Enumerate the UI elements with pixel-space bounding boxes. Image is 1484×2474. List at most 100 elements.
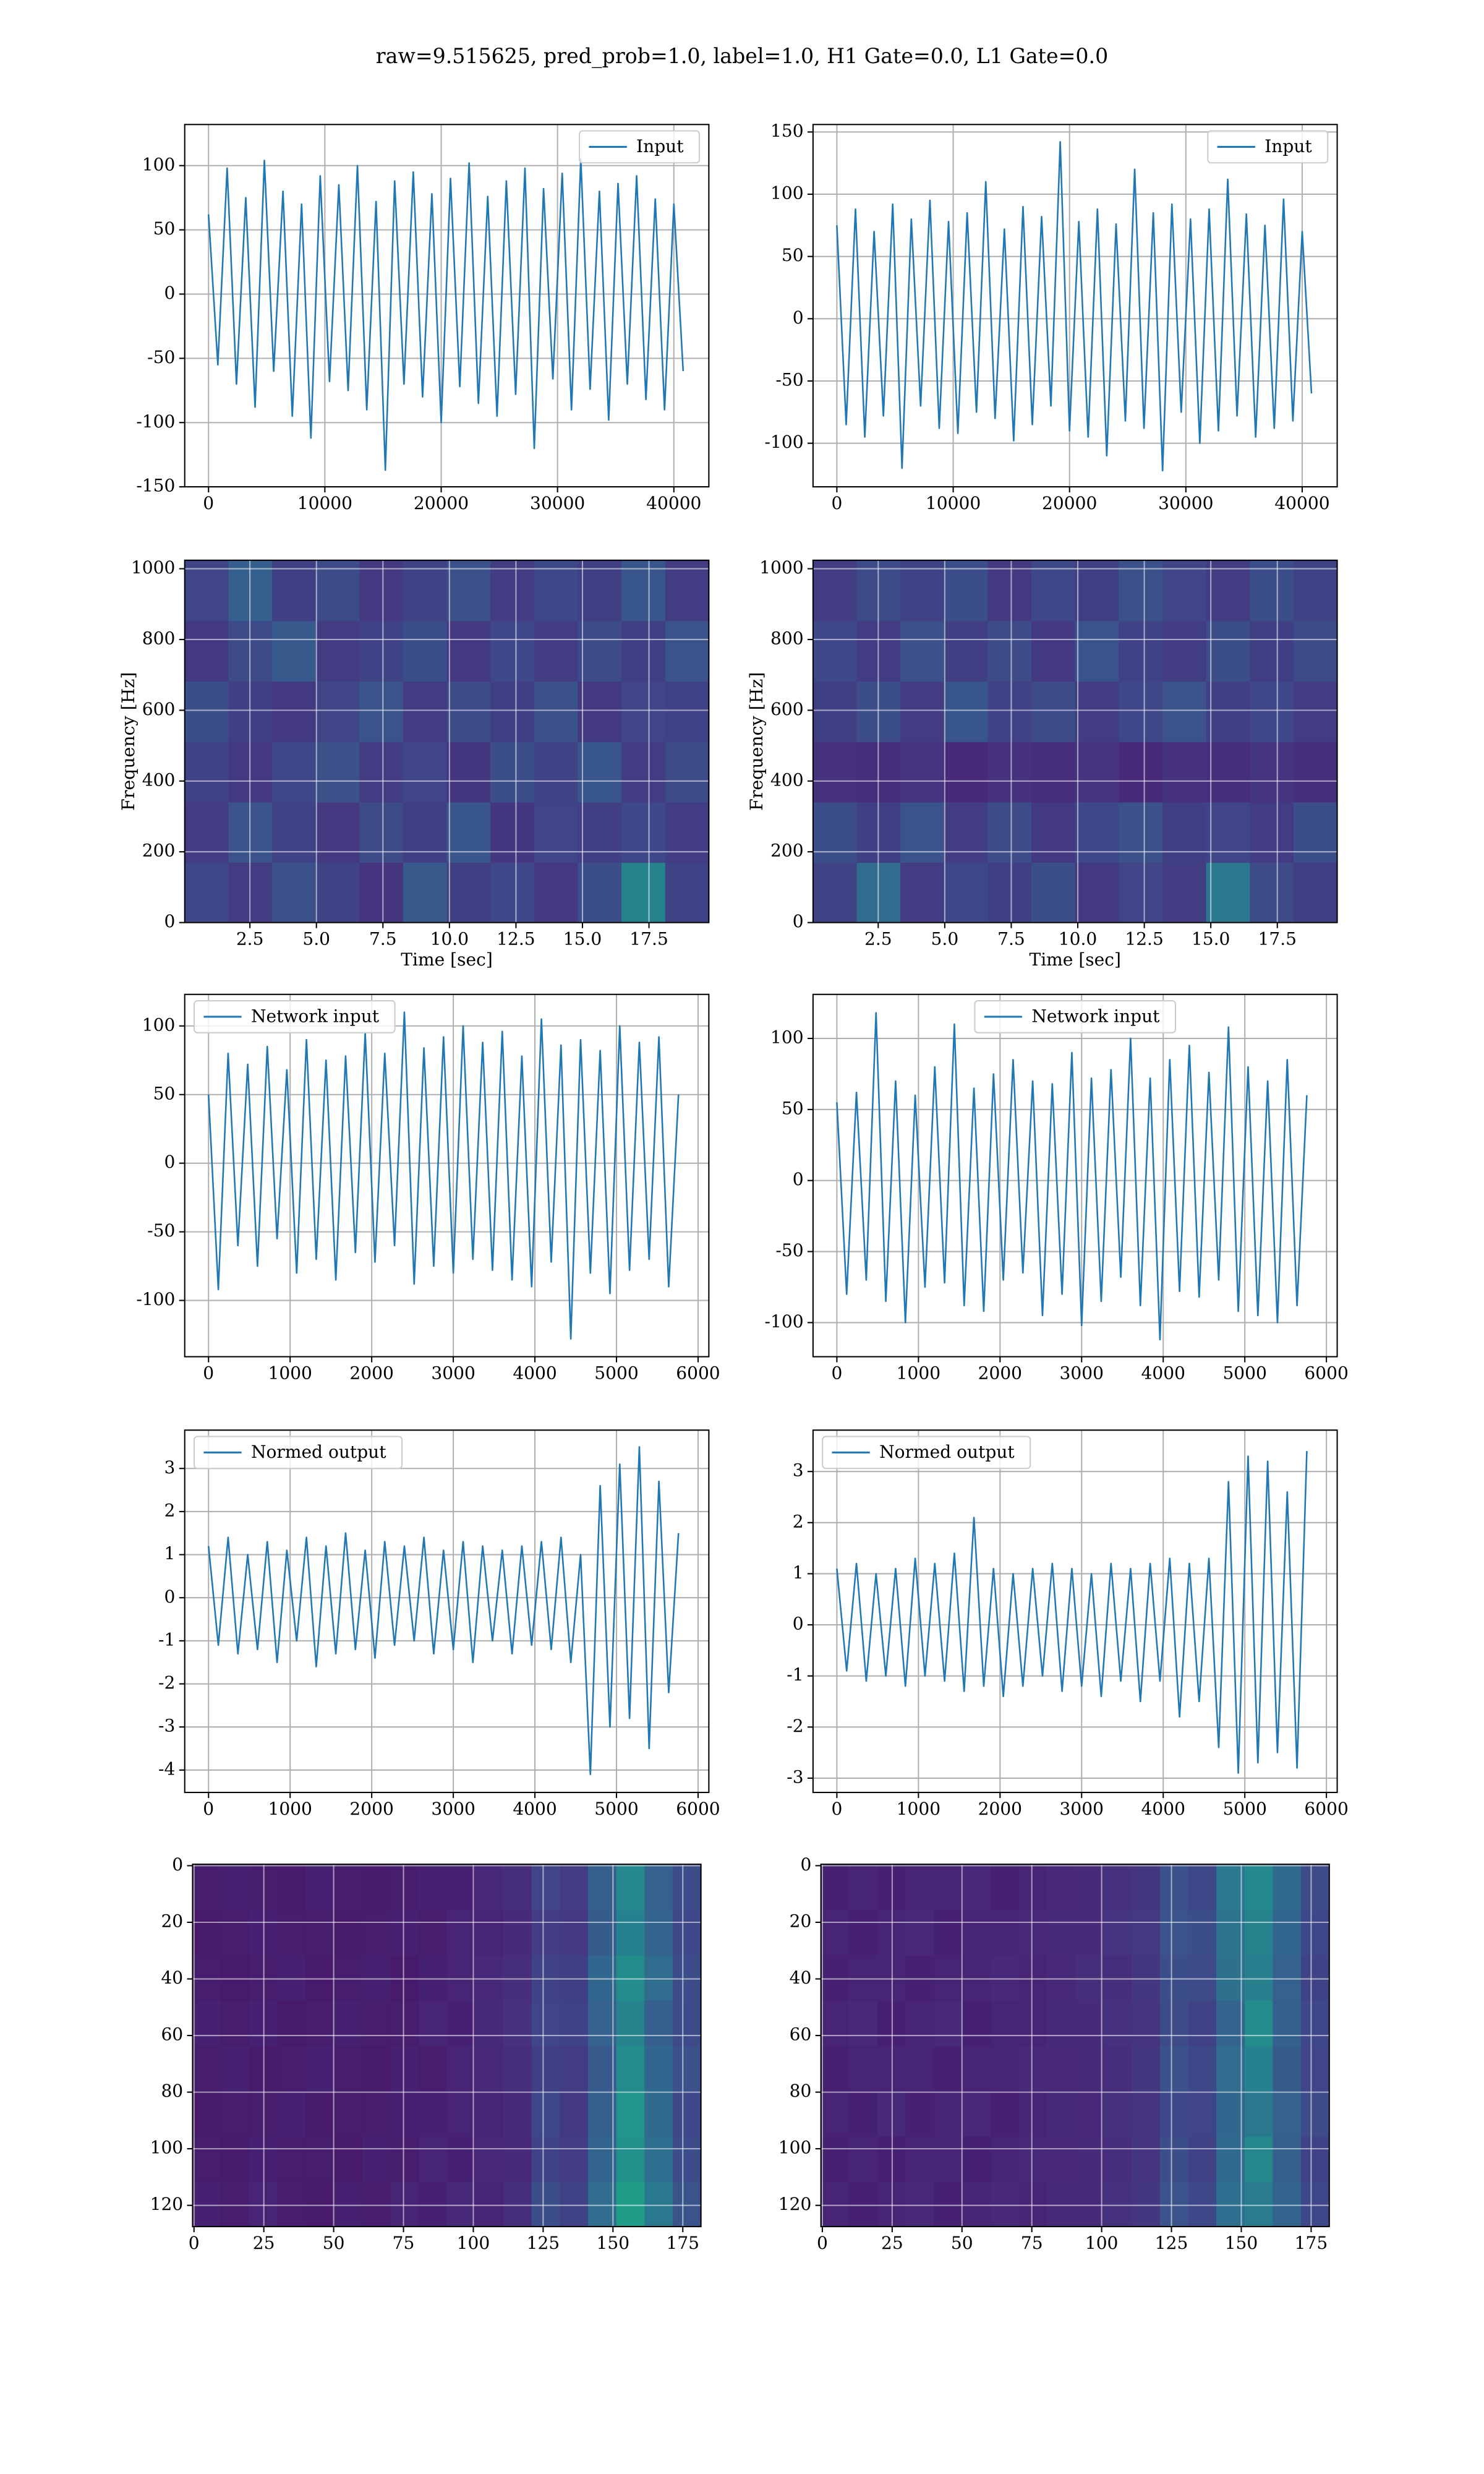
x-tick-label: 5.0 bbox=[302, 928, 330, 949]
subplot: 2.5 5.0 7.5 10.0 12.5 15.0 17.5 0 200 400 600 800 10… bbox=[118, 557, 710, 970]
heatmap-cell bbox=[1244, 1909, 1274, 1956]
heatmap-cell bbox=[616, 1864, 646, 1911]
heatmap-cell bbox=[1159, 1864, 1189, 1911]
subplot: 0 1000 2000 3000 4000 5000 6000 -4 -3 -2 -1 0 1 2 3 Nor… bbox=[158, 1429, 720, 1819]
heatmap-cell bbox=[1018, 1909, 1048, 1956]
heatmap-cell bbox=[1301, 2136, 1329, 2182]
x-tick-label: 17.5 bbox=[1258, 928, 1297, 949]
series-line bbox=[836, 1012, 1308, 1341]
heatmap-cell bbox=[1103, 2000, 1133, 2047]
legend-label: Network input bbox=[1031, 1006, 1160, 1027]
heatmap-cell bbox=[305, 2181, 335, 2227]
y-tick-label: 100 bbox=[142, 154, 176, 174]
x-tick-label: 0 bbox=[831, 1799, 842, 1819]
axes-frame bbox=[192, 1864, 702, 2228]
heatmap-cell bbox=[644, 1909, 673, 1956]
heatmap-cell bbox=[905, 2045, 935, 2092]
heatmap-cell bbox=[1119, 741, 1164, 803]
heatmap-cell bbox=[1031, 681, 1076, 742]
x-tick-label: 50 bbox=[323, 2233, 345, 2253]
heatmap-cell bbox=[1075, 2091, 1104, 2137]
heatmap-cell bbox=[277, 2136, 307, 2182]
heatmap-cell bbox=[578, 681, 623, 742]
heatmap-cell bbox=[333, 1909, 363, 1956]
y-tick-label: 1 bbox=[793, 1562, 804, 1583]
heatmap-cell bbox=[403, 560, 448, 622]
heatmap-cell bbox=[905, 2000, 935, 2047]
heatmap-cell bbox=[1159, 2000, 1189, 2047]
legend-label: Normed output bbox=[879, 1442, 1015, 1462]
heatmap-cell bbox=[1206, 560, 1251, 622]
x-tick-label: 17.5 bbox=[629, 928, 668, 949]
heatmap-cell bbox=[403, 862, 448, 923]
heatmap-cell bbox=[856, 620, 902, 682]
x-tick-label: 25 bbox=[881, 2233, 903, 2253]
heatmap-cell bbox=[1273, 2000, 1302, 2047]
heatmap-cell bbox=[821, 2136, 850, 2182]
heatmap-cell bbox=[578, 862, 623, 923]
heatmap-cell bbox=[277, 2181, 307, 2227]
heatmap-cell bbox=[305, 2000, 335, 2047]
heatmap-cell bbox=[490, 862, 535, 923]
heatmap-cell bbox=[1293, 741, 1337, 803]
x-tick-label: 3000 bbox=[1060, 1799, 1104, 1819]
x-tick-label: 4000 bbox=[513, 1799, 556, 1819]
heatmap-cell bbox=[587, 1864, 617, 1911]
y-tick-label: 50 bbox=[153, 218, 176, 239]
y-tick-label: 800 bbox=[770, 628, 804, 648]
heatmap-cell bbox=[1075, 560, 1120, 622]
heatmap-cell bbox=[531, 1954, 561, 2001]
x-tick-label: 40000 bbox=[646, 493, 701, 513]
heatmap-cell bbox=[587, 2091, 617, 2137]
y-tick-label: -2 bbox=[158, 1672, 175, 1693]
y-tick-label: -100 bbox=[136, 1289, 175, 1309]
heatmap-cell bbox=[403, 681, 448, 742]
x-tick-label: 20000 bbox=[414, 493, 469, 513]
heatmap-cell bbox=[560, 2136, 589, 2182]
x-tick-label: 6000 bbox=[676, 1799, 720, 1819]
heatmap-cell bbox=[1018, 1954, 1048, 2001]
heatmap-cell bbox=[1119, 620, 1164, 682]
y-tick-label: 400 bbox=[770, 769, 804, 790]
subplot: 0 25 50 75 100 125 150 175 0 20 40 60 80 100 120 bbox=[150, 1854, 702, 2253]
heatmap-cell bbox=[305, 2091, 335, 2137]
heatmap-cell bbox=[1031, 741, 1076, 803]
heatmap-cell bbox=[990, 2045, 1020, 2092]
heatmap-cell bbox=[272, 681, 317, 742]
heatmap-cell bbox=[856, 862, 902, 923]
heatmap-cell bbox=[905, 2181, 935, 2227]
heatmap-cell bbox=[1273, 2181, 1302, 2227]
heatmap-cell bbox=[531, 2045, 561, 2092]
heatmap-cell bbox=[616, 2181, 646, 2227]
heatmap-cell bbox=[1273, 1864, 1302, 1911]
x-tick-label: 0 bbox=[203, 1799, 214, 1819]
heatmap-cell bbox=[821, 1909, 850, 1956]
heatmap-cell bbox=[534, 620, 579, 682]
y-tick-label: 120 bbox=[150, 2194, 184, 2214]
plot-area bbox=[812, 994, 1337, 1357]
x-tick-label: 30000 bbox=[1158, 493, 1213, 513]
y-tick-label: -50 bbox=[775, 1240, 803, 1261]
axes-frame bbox=[812, 1429, 1338, 1794]
heatmap-cell bbox=[987, 620, 1033, 682]
heatmap-cell bbox=[503, 2000, 532, 2047]
heatmap-cell bbox=[1132, 2045, 1161, 2092]
heatmap-cell bbox=[192, 1864, 222, 1911]
heatmap-cell bbox=[1047, 1864, 1076, 1911]
heatmap-cell bbox=[1159, 2091, 1189, 2137]
heatmap-cell bbox=[1273, 2091, 1302, 2137]
heatmap-cell bbox=[1075, 2181, 1104, 2227]
heatmap-cell bbox=[1031, 620, 1076, 682]
heatmap-cell bbox=[616, 2091, 646, 2137]
heatmap-cell bbox=[990, 2181, 1020, 2227]
heatmap-cell bbox=[1075, 802, 1120, 863]
heatmap-cell bbox=[1293, 560, 1337, 622]
x-tick-label: 20000 bbox=[1042, 493, 1097, 513]
heatmap-cell bbox=[987, 802, 1033, 863]
heatmap-cell bbox=[849, 1909, 879, 1956]
heatmap-cell bbox=[475, 2136, 504, 2182]
heatmap-cell bbox=[1018, 2091, 1048, 2137]
y-tick-label: 50 bbox=[153, 1083, 176, 1103]
heatmap-cell bbox=[475, 2000, 504, 2047]
y-tick-label: 1000 bbox=[759, 557, 803, 578]
